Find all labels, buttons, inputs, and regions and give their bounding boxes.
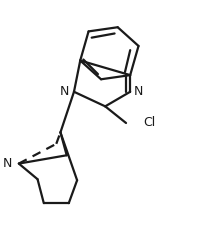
Text: N: N [3,157,13,170]
Text: Cl: Cl [144,117,156,129]
Text: N: N [134,85,143,98]
Text: N: N [59,85,69,98]
